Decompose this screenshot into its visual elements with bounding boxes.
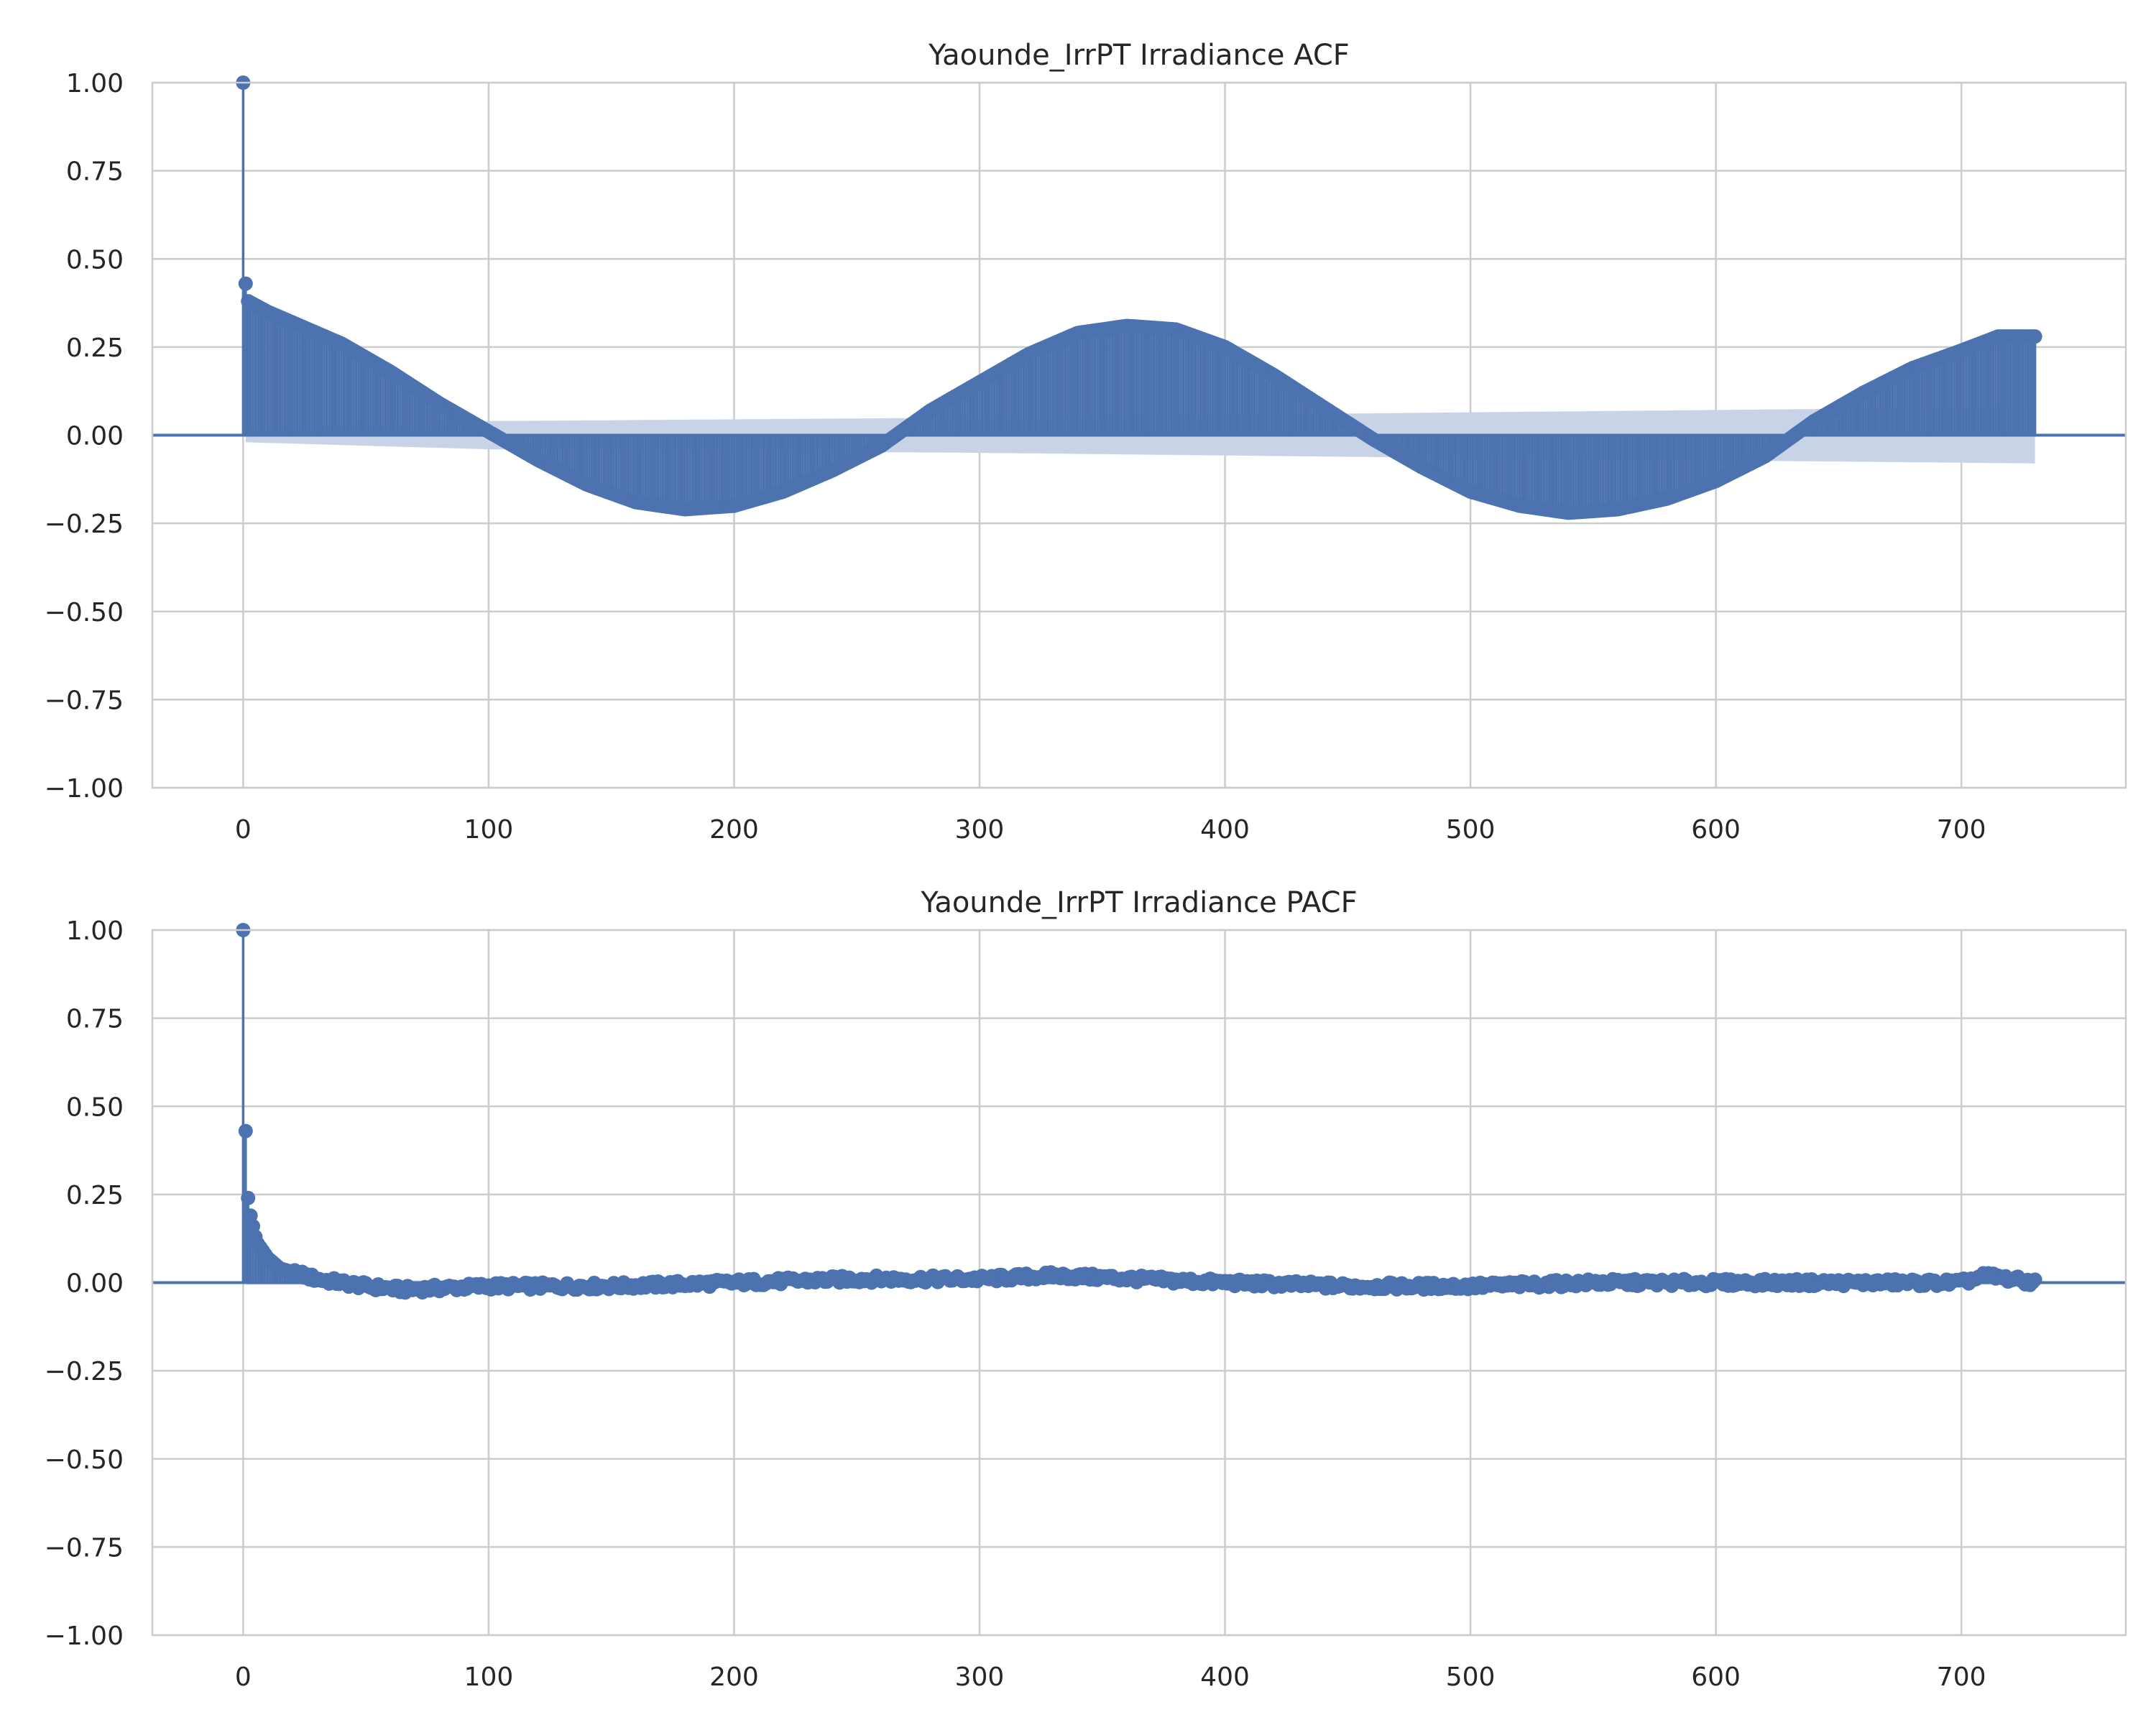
- acf-y-tick-label: −1.00: [45, 774, 124, 804]
- acf-y-tick-label: 0.50: [66, 245, 124, 275]
- pacf-y-tick-label: 0.25: [66, 1181, 124, 1210]
- pacf-y-tick-label: 0.00: [66, 1269, 124, 1299]
- pacf-x-tick-label: 700: [1937, 1662, 1986, 1692]
- pacf-x-tick-label: 0: [235, 1662, 252, 1692]
- acf-title: Yaounde_IrrPT Irradiance ACF: [928, 39, 1350, 72]
- acf-y-tick-label: 1.00: [66, 69, 124, 98]
- acf-y-tick-label: 0.75: [66, 157, 124, 187]
- pacf-axes-frame: [151, 929, 2127, 1637]
- pacf-x-tick-labels: 0 100 200 300 400 500 600 700: [235, 1662, 1986, 1692]
- pacf-point-lag-2: [241, 1190, 256, 1205]
- pacf-y-tick-label: −0.25: [45, 1357, 124, 1386]
- pacf-point-lag-730: [2027, 1272, 2042, 1287]
- acf-panel: 1.00 0.75 0.50 0.25 0.00 −0.25 −0.50 −0.75 −1.00…: [45, 39, 2127, 845]
- acf-y-tick-labels: 1.00 0.75 0.50 0.25 0.00 −0.25 −0.50 −0.75 −1.00: [45, 69, 124, 804]
- acf-x-tick-labels: 0 100 200 300 400 500 600 700: [235, 815, 1986, 845]
- pacf-y-tick-label: 0.50: [66, 1092, 124, 1122]
- acf-point-lag-730: [2027, 329, 2042, 344]
- acf-points: [236, 75, 2042, 520]
- acf-y-tick-label: 0.25: [66, 334, 124, 363]
- pacf-y-tick-label: −0.50: [45, 1445, 124, 1475]
- acf-x-tick-label: 200: [709, 815, 759, 845]
- pacf-x-tick-label: 600: [1691, 1662, 1741, 1692]
- acf-x-tick-label: 100: [464, 815, 514, 845]
- acf-x-tick-label: 300: [955, 815, 1005, 845]
- acf-stems: [241, 83, 2037, 513]
- acf-point-lag-1: [238, 276, 253, 291]
- pacf-x-tick-label: 400: [1200, 1662, 1250, 1692]
- pacf-y-tick-label: 1.00: [66, 916, 124, 946]
- pacf-x-tick-label: 500: [1446, 1662, 1496, 1692]
- acf-y-tick-label: −0.50: [45, 598, 124, 627]
- pacf-x-tick-label: 200: [709, 1662, 759, 1692]
- acf-y-tick-label: −0.75: [45, 686, 124, 715]
- pacf-y-tick-label: −0.75: [45, 1533, 124, 1563]
- pacf-y-tick-label: −1.00: [45, 1622, 124, 1651]
- pacf-panel: 1.00 0.75 0.50 0.25 0.00 −0.25 −0.50 −0.75 −1.00…: [45, 886, 2127, 1692]
- pacf-title: Yaounde_IrrPT Irradiance PACF: [920, 886, 1357, 919]
- acf-x-tick-label: 400: [1200, 815, 1250, 845]
- acf-y-tick-label: 0.00: [66, 422, 124, 451]
- pacf-x-tick-label: 100: [464, 1662, 514, 1692]
- acf-x-tick-label: 0: [235, 815, 252, 845]
- pacf-point-lag-1: [238, 1123, 253, 1138]
- acf-x-tick-label: 700: [1937, 815, 1986, 845]
- pacf-y-tick-label: 0.75: [66, 1005, 124, 1034]
- acf-axes-frame: [151, 81, 2127, 789]
- pacf-y-tick-labels: 1.00 0.75 0.50 0.25 0.00 −0.25 −0.50 −0.75 −1.00: [45, 916, 124, 1651]
- acf-x-tick-label: 600: [1691, 815, 1741, 845]
- pacf-points: [236, 923, 2042, 1300]
- acf-y-tick-label: −0.25: [45, 510, 124, 539]
- pacf-x-tick-label: 300: [955, 1662, 1005, 1692]
- acf-x-tick-label: 500: [1446, 815, 1496, 845]
